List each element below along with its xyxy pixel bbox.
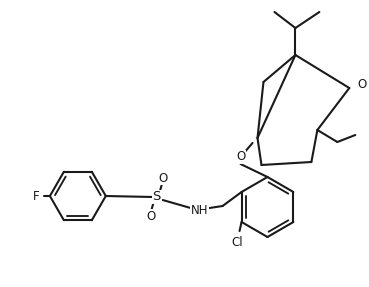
Text: O: O — [146, 210, 155, 222]
Text: Cl: Cl — [232, 236, 244, 249]
Text: O: O — [236, 150, 245, 164]
Text: NH: NH — [191, 203, 208, 216]
Text: O: O — [158, 172, 167, 185]
Text: O: O — [357, 77, 366, 90]
Text: S: S — [152, 191, 161, 203]
Text: F: F — [33, 189, 40, 203]
